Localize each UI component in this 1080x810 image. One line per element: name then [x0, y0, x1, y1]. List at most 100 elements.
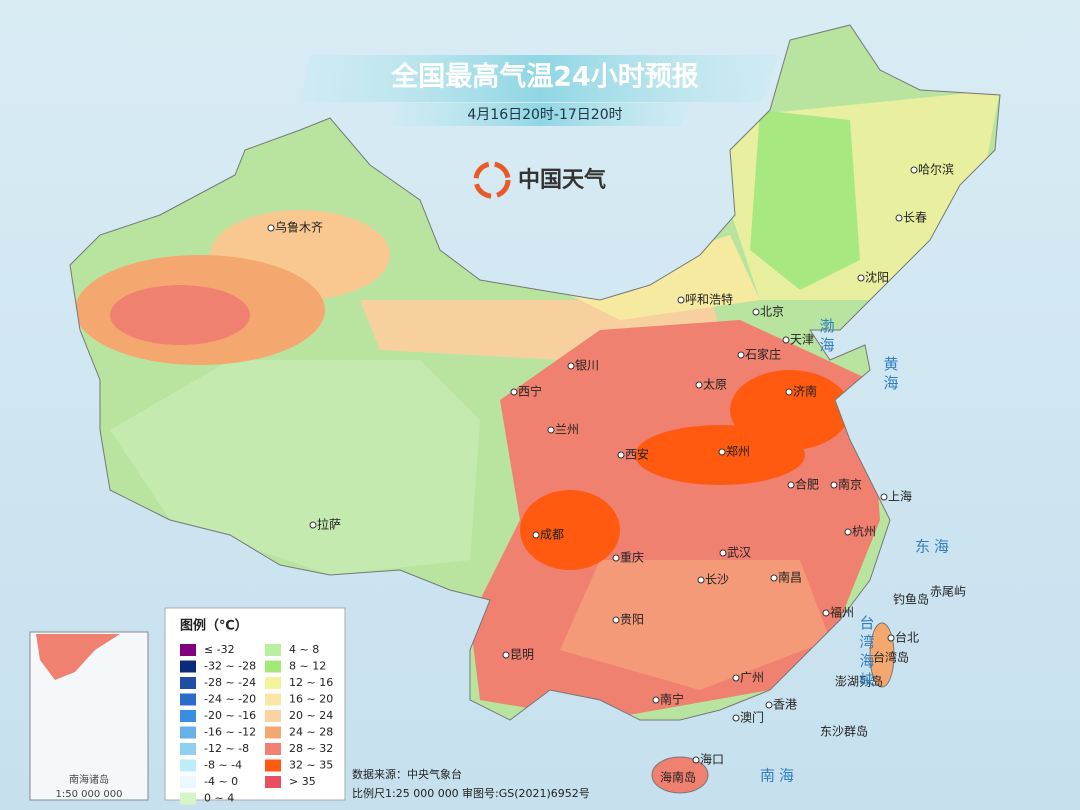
legend-label: -32 ~ -28 [204, 660, 256, 673]
place-label: 贵阳 [620, 613, 644, 627]
city-dot [830, 481, 838, 489]
title-banner [300, 55, 780, 102]
legend-label: 24 ~ 28 [289, 726, 333, 739]
sea-label: 台湾海峡 [858, 615, 876, 691]
city-dot [309, 521, 317, 529]
legend-label: -20 ~ -16 [204, 709, 256, 722]
place-label: 南宁 [660, 692, 684, 707]
sea-label: 南海 [760, 767, 798, 785]
source: 数据来源：中央气象台 [352, 767, 462, 781]
city-dot [732, 714, 740, 722]
city-dot [785, 388, 793, 396]
city-dot [267, 224, 275, 232]
place-label: 哈尔滨 [918, 162, 954, 177]
place-label: 兰州 [555, 423, 579, 437]
place-label: 海南岛 [660, 770, 696, 785]
place-label: 海口 [700, 752, 724, 767]
place-label: 北京 [760, 305, 784, 319]
city-dot [770, 574, 778, 582]
legend-label: 28 ~ 32 [289, 742, 333, 755]
city-dot [695, 381, 703, 389]
legend-label: -24 ~ -20 [204, 693, 256, 706]
place-label: 南京 [838, 477, 862, 492]
city-dot [697, 576, 705, 584]
legend-title: 图例（℃） [180, 618, 248, 634]
place-label: 成都 [540, 528, 564, 542]
legend-swatch [180, 693, 196, 706]
legend-swatch [180, 743, 196, 755]
legend-label: > 35 [289, 775, 316, 788]
legend-swatch [180, 644, 196, 656]
legend-label: -8 ~ -4 [204, 759, 242, 772]
subtitle: 4月16日20时-17日20时 [467, 107, 622, 123]
legend-swatch [265, 644, 281, 656]
city-dot [895, 214, 903, 222]
place-label: 太原 [703, 377, 727, 392]
city-dot [752, 308, 760, 316]
city-dot [880, 493, 888, 501]
place-label: 昆明 [510, 648, 534, 662]
place-label: 济南 [793, 384, 817, 399]
place-label: 西安 [625, 447, 649, 462]
logo-text: 中国天气 [518, 167, 606, 193]
legend-swatch [265, 660, 281, 673]
place-label: 天津 [790, 333, 814, 347]
city-dot [765, 701, 773, 709]
title: 全国最高气温24小时预报 [390, 61, 699, 93]
scale: 比例尺1:25 000 000 [352, 786, 459, 800]
sea-label: 黄海 [882, 356, 900, 394]
legend-label: 8 ~ 12 [289, 660, 326, 673]
city-dot [677, 296, 685, 304]
inset-scale: 1:50 000 000 [56, 789, 123, 800]
place-label: 拉萨 [317, 517, 341, 532]
legend-label: 16 ~ 20 [289, 693, 333, 706]
place-label: 澎湖列岛 [835, 674, 883, 689]
city-dot [502, 651, 510, 659]
city-dot [822, 609, 830, 617]
city-dot [547, 426, 555, 434]
logo-icon [473, 161, 511, 199]
legend: ≤ -32 -32 ~ -28 -28 ~ -24 -24 ~ -20 -20 ~ -1… [180, 643, 333, 805]
legend-swatch [265, 759, 281, 772]
city-dot [782, 336, 790, 344]
place-label: 南昌 [778, 570, 802, 585]
city-dot [719, 549, 727, 557]
legend-label: -4 ~ 0 [204, 775, 238, 788]
city-dot [787, 481, 795, 489]
city-dot [718, 448, 726, 456]
place-label: 台北 [895, 630, 919, 645]
city-dot [844, 528, 852, 536]
legend-swatch [180, 759, 196, 772]
city-dot [732, 674, 740, 682]
place-label: 东沙群岛 [820, 724, 868, 739]
legend-label: ≤ -32 [204, 643, 235, 656]
legend-label: 32 ~ 35 [289, 759, 333, 772]
legend-swatch [265, 710, 281, 722]
city-dot [510, 388, 518, 396]
legend-label: -16 ~ -12 [204, 726, 256, 739]
place-label: 沈阳 [865, 270, 889, 285]
place-label: 石家庄 [745, 347, 781, 362]
place-label: 武汉 [727, 546, 751, 560]
place-label: 台湾岛 [873, 650, 909, 665]
city-dot [532, 531, 540, 539]
place-label: 赤尾屿 [930, 585, 966, 599]
place-label: 广州 [740, 671, 764, 685]
border [69, 24, 1001, 721]
inset-land [36, 634, 120, 680]
legend-swatch [265, 776, 281, 788]
place-label: 呼和浩特 [685, 292, 733, 307]
sea-label: 东海 [915, 538, 953, 556]
place-label: 重庆 [620, 551, 644, 565]
legend-label: 4 ~ 8 [289, 643, 319, 656]
legend-swatch [180, 710, 196, 722]
legend-label: 0 ~ 4 [204, 792, 234, 805]
legend-swatch [180, 677, 196, 689]
city-dot [612, 616, 620, 624]
hainan [651, 756, 709, 794]
city-dot [692, 756, 700, 764]
legend-label: 12 ~ 16 [289, 676, 333, 689]
place-label: 福州 [830, 605, 854, 620]
